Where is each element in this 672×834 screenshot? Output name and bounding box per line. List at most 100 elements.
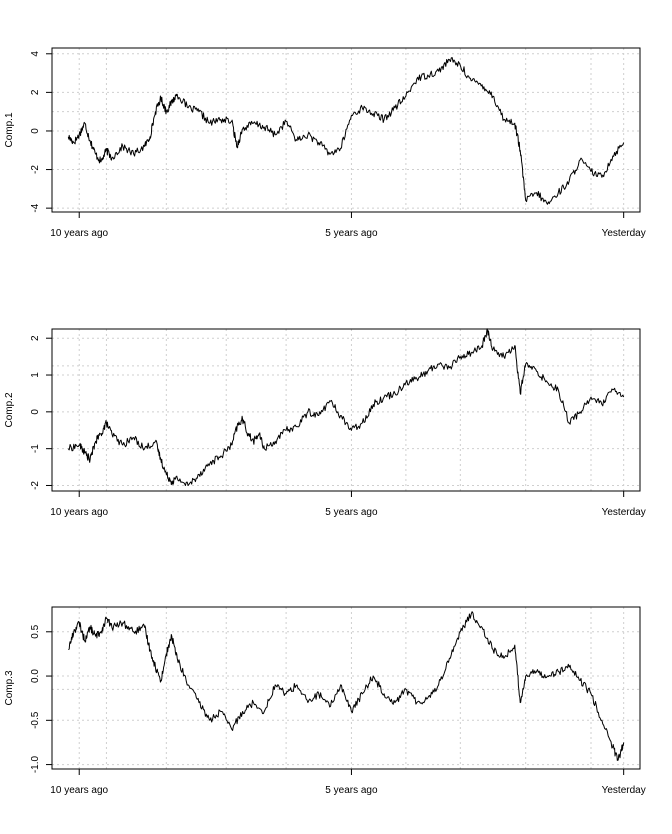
- data-point: [612, 746, 613, 747]
- data-point: [340, 684, 341, 685]
- data-point: [601, 720, 602, 721]
- data-point: [166, 111, 167, 112]
- data-point: [231, 444, 232, 445]
- y-tick-label: -0.5: [30, 711, 41, 729]
- data-point: [449, 367, 450, 368]
- data-point: [253, 441, 254, 442]
- data-point: [569, 667, 570, 668]
- data-point: [188, 485, 189, 486]
- data-point: [111, 433, 112, 434]
- y-axis-label: Comp.2: [4, 392, 15, 427]
- data-point: [144, 146, 145, 147]
- plot-frame: [51, 606, 641, 770]
- data-point: [438, 684, 439, 685]
- data-point: [122, 146, 123, 147]
- y-tick-label: 0.5: [30, 624, 41, 638]
- data-point: [373, 675, 374, 676]
- data-point: [547, 204, 548, 205]
- y-tick-label: 0: [30, 128, 41, 134]
- data-point: [318, 693, 319, 694]
- data-point: [122, 622, 123, 623]
- data-point: [275, 134, 276, 135]
- data-point: [296, 426, 297, 427]
- data-point: [340, 415, 341, 416]
- data-point: [100, 433, 101, 434]
- data-point: [601, 177, 602, 178]
- data-point: [275, 441, 276, 442]
- data-point: [329, 154, 330, 155]
- data-point: [237, 146, 238, 147]
- data-point: [384, 397, 385, 398]
- data-point: [286, 121, 287, 122]
- y-tick-label: -2: [30, 481, 41, 490]
- data-point: [384, 693, 385, 694]
- y-tick-label: -1.0: [30, 756, 41, 774]
- data-point: [318, 142, 319, 143]
- data-point: [492, 96, 493, 97]
- x-tick-label: 5 years ago: [325, 507, 378, 518]
- data-point: [171, 636, 172, 637]
- data-point: [73, 142, 74, 143]
- data-point: [514, 123, 515, 124]
- y-axis-label: Comp.1: [4, 112, 15, 147]
- data-point: [520, 393, 521, 394]
- data-point: [79, 134, 80, 135]
- data-point: [525, 363, 526, 364]
- data-point: [405, 382, 406, 383]
- data-point: [149, 136, 150, 137]
- data-point: [362, 107, 363, 108]
- data-point: [144, 627, 145, 628]
- data-point: [198, 702, 199, 703]
- data-point: [482, 345, 483, 346]
- chart-panel-comp2: -2 -1 0 1 2 Comp.2 10 years ago 5 years ago Yest…: [4, 328, 646, 518]
- data-point: [471, 352, 472, 353]
- y-tick-label: 2: [30, 89, 41, 95]
- x-tick-label: 5 years ago: [325, 785, 378, 796]
- data-point: [558, 671, 559, 672]
- data-point: [427, 371, 428, 372]
- data-points: [68, 330, 625, 486]
- data-point: [514, 345, 515, 346]
- x-tick-label: 10 years ago: [50, 228, 108, 239]
- data-point: [95, 441, 96, 442]
- data-point: [100, 161, 101, 162]
- data-point: [601, 404, 602, 405]
- data-point: [449, 658, 450, 659]
- data-point: [95, 154, 96, 155]
- data-point: [122, 444, 123, 445]
- data-point: [166, 474, 167, 475]
- data-point: [394, 107, 395, 108]
- data-point: [264, 711, 265, 712]
- data-point: [351, 711, 352, 712]
- data-point: [590, 171, 591, 172]
- data-point: [296, 684, 297, 685]
- data-point: [580, 411, 581, 412]
- data-point: [198, 474, 199, 475]
- data-point: [520, 150, 521, 151]
- y-tick-label: -4: [30, 203, 41, 212]
- y-tick-label: -2: [30, 165, 41, 174]
- data-point: [106, 150, 107, 151]
- data-point: [503, 356, 504, 357]
- series-line: [67, 328, 625, 486]
- data-point: [536, 371, 537, 372]
- data-point: [394, 702, 395, 703]
- data-point: [569, 181, 570, 182]
- data-point: [623, 397, 624, 398]
- data-point: [438, 71, 439, 72]
- data-point: [482, 84, 483, 85]
- data-point: [569, 422, 570, 423]
- data-point: [188, 107, 189, 108]
- data-point: [536, 192, 537, 193]
- data-point: [209, 720, 210, 721]
- data-point: [84, 452, 85, 453]
- data-point: [133, 437, 134, 438]
- grid-lines: [52, 48, 640, 212]
- data-point: [177, 478, 178, 479]
- data-point: [177, 94, 178, 95]
- data-point: [590, 693, 591, 694]
- data-point: [253, 123, 254, 124]
- data-point: [144, 448, 145, 449]
- grid-lines: [52, 329, 640, 491]
- data-point: [111, 157, 112, 158]
